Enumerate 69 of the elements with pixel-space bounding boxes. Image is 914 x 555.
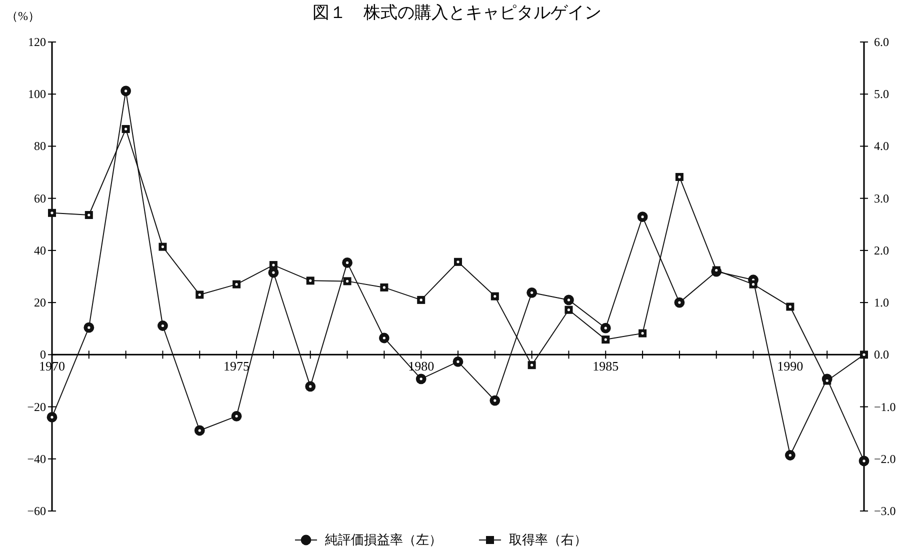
point (860, 350, 868, 359)
point (194, 425, 205, 436)
y2-tick-label: 6.0 (874, 35, 889, 49)
point (786, 302, 794, 311)
y-tick-label: 20 (34, 296, 46, 310)
point (602, 336, 610, 344)
point (380, 283, 388, 292)
y-axis-title: （%） (6, 9, 40, 23)
point (231, 410, 242, 422)
point (452, 356, 464, 367)
y2-tick-label: 0.0 (874, 348, 889, 362)
point (454, 258, 462, 266)
point (158, 242, 167, 251)
point (858, 456, 870, 466)
y-tick-label: 120 (28, 35, 46, 49)
y-tick-label: −60 (27, 504, 46, 518)
x-tick-label: 1990 (777, 358, 804, 374)
point (120, 86, 132, 96)
point (490, 395, 500, 406)
point (196, 290, 204, 299)
point (416, 374, 426, 384)
y-tick-label: 40 (34, 243, 46, 258)
point (784, 450, 796, 460)
point (823, 376, 832, 385)
point (84, 211, 93, 220)
y-tick-label: 60 (34, 191, 46, 206)
point (526, 287, 538, 298)
point (749, 280, 758, 288)
point (46, 412, 58, 422)
y2-tick-label: 3.0 (874, 191, 889, 206)
point (48, 208, 56, 217)
point (600, 322, 611, 334)
y-tick-label: 80 (34, 139, 46, 154)
point (675, 172, 684, 181)
point (343, 277, 352, 286)
y-tick-label: 0 (40, 348, 46, 362)
chart-title: 図１ 株式の購入とキャピタルゲイン (312, 3, 602, 22)
y-tick-label: −20 (27, 400, 46, 414)
y2-tick-label: −3.0 (874, 504, 896, 518)
point (417, 296, 426, 304)
point (269, 261, 278, 270)
y-tick-label: 100 (28, 87, 46, 102)
x-tick-label: 1975 (224, 358, 250, 374)
point (158, 320, 168, 331)
legend-label: 取得率（右） (509, 532, 587, 548)
point (638, 329, 647, 338)
legend-label: 純評価損益率（左） (325, 532, 442, 548)
point (528, 361, 536, 370)
point (306, 276, 314, 285)
point (564, 294, 574, 306)
y2-tick-label: 4.0 (874, 139, 889, 154)
point (232, 280, 241, 288)
point (122, 125, 130, 134)
point (378, 332, 390, 344)
y2-tick-label: −2.0 (874, 452, 896, 466)
x-tick-label: 1985 (592, 358, 619, 374)
point (84, 322, 94, 333)
y-tick-label: −40 (27, 452, 46, 466)
y2-tick-label: −1.0 (874, 400, 896, 414)
y2-tick-label: 5.0 (874, 87, 889, 102)
point (490, 292, 499, 300)
point (637, 212, 648, 222)
point (342, 257, 352, 268)
point (305, 381, 316, 392)
point (564, 306, 573, 314)
y2-tick-label: 2.0 (874, 243, 889, 258)
point (674, 297, 685, 308)
y2-tick-label: 1.0 (874, 296, 889, 310)
x-tick-label: 1980 (408, 358, 434, 374)
